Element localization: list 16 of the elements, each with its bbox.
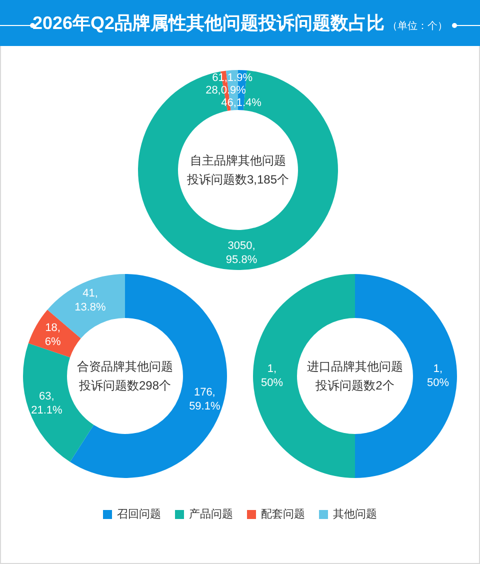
data-label: 1, 50%	[426, 363, 450, 389]
data-label: 63, 21.1%	[31, 390, 62, 416]
slice-label: 自主品牌其他问题投诉问题数3,185个	[186, 154, 290, 186]
chart-title: 2026年Q2品牌属性其他问题投诉问题数占比	[32, 13, 385, 33]
legend-label: 配套问题	[261, 508, 305, 520]
data-label: 176, 59.1%	[189, 386, 220, 412]
legend-label: 召回问题	[117, 508, 161, 520]
data-label: 3050, 95.8%	[226, 240, 258, 266]
data-label: 18, 6%	[44, 322, 61, 348]
slice-label: 合资品牌其他问题投诉问题数298个	[77, 360, 173, 392]
data-label: 1, 50%	[260, 363, 284, 389]
slice-label: 进口品牌其他问题投诉问题数2个	[307, 360, 403, 392]
legend-label: 产品问题	[189, 508, 233, 520]
legend-label: 其他问题	[333, 508, 377, 520]
chart-subtitle: （单位：个）	[388, 21, 448, 32]
data-label: 41, 13.8%	[74, 288, 106, 314]
